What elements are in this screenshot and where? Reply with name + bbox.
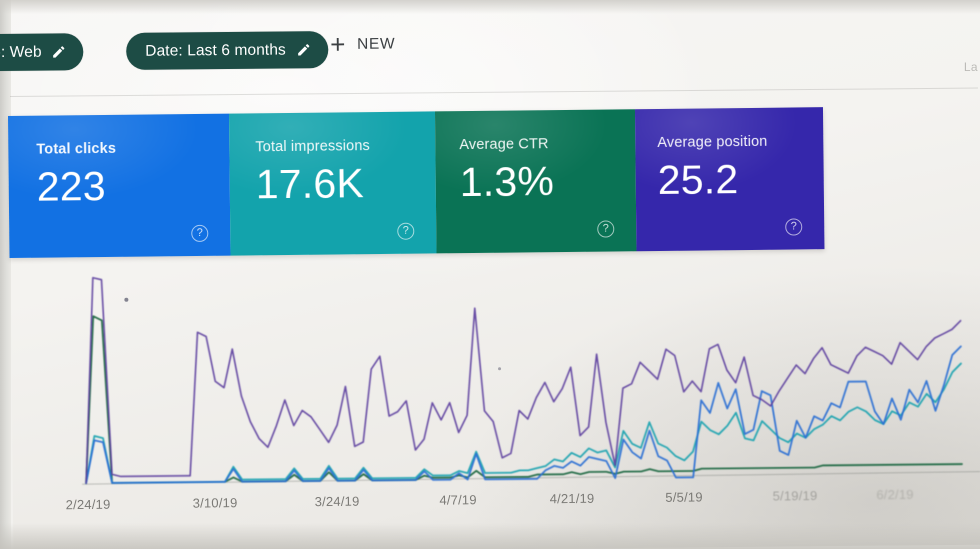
x-axis-tick-label: 5/5/19 <box>665 489 703 505</box>
chart-series-line <box>85 276 962 484</box>
x-axis-tick-label: 3/24/19 <box>314 493 360 510</box>
metric-card-average-ctr[interactable]: Average CTR 1.3% ? <box>434 109 637 254</box>
x-axis-tick-label: 3/10/19 <box>192 495 238 511</box>
help-circle-icon[interactable]: ? <box>397 222 415 240</box>
metric-value: 25.2 <box>657 156 739 203</box>
x-axis-tick-label: 2/24/19 <box>65 496 111 513</box>
corner-label: La <box>963 60 978 74</box>
left-bezel <box>0 0 11 549</box>
new-filter-button-label: NEW <box>357 35 396 53</box>
metric-cards: Total clicks 223 ? Total impressions 17.… <box>8 107 825 258</box>
filter-chip-search-type[interactable]: type: Web <box>0 33 84 72</box>
chart-series-line <box>85 362 962 485</box>
metric-label: Total clicks <box>36 140 117 158</box>
pencil-icon[interactable] <box>296 42 311 57</box>
chart-baseline <box>82 471 980 485</box>
help-circle-icon[interactable]: ? <box>597 220 615 238</box>
metric-value: 17.6K <box>255 160 365 208</box>
metric-card-average-position[interactable]: Average position 25.2 ? <box>634 107 825 252</box>
filter-chip-date-range[interactable]: Date: Last 6 months <box>126 31 329 70</box>
metric-card-total-impressions[interactable]: Total impressions 17.6K ? <box>228 111 437 256</box>
chart-series-line <box>85 345 962 485</box>
filter-bar: type: Web Date: Last 6 months + NEW <box>0 15 980 80</box>
performance-chart[interactable] <box>0 253 980 502</box>
filter-chip-date-range-label: Date: Last 6 months <box>145 41 286 60</box>
chart-series-line <box>85 315 963 485</box>
filter-chip-search-type-label: type: Web <box>0 43 42 61</box>
x-axis-tick-label: 4/7/19 <box>439 492 477 508</box>
metric-value: 1.3% <box>459 158 555 206</box>
top-shade <box>0 0 980 14</box>
metric-value: 223 <box>36 162 107 210</box>
plus-icon: + <box>330 28 347 60</box>
x-axis-tick-label: 4/21/19 <box>549 490 595 507</box>
help-circle-icon[interactable]: ? <box>191 224 209 243</box>
performance-chart-svg <box>82 276 980 485</box>
bottom-shade <box>0 523 980 549</box>
pencil-icon[interactable] <box>52 44 67 59</box>
x-axis-tick-label: 6/2/19 <box>876 486 914 503</box>
metric-label: Average position <box>657 133 768 151</box>
new-filter-button[interactable]: + NEW <box>330 28 396 60</box>
help-circle-icon[interactable]: ? <box>785 218 803 236</box>
metric-label: Total impressions <box>255 138 371 156</box>
metric-card-total-clicks[interactable]: Total clicks 223 ? <box>8 113 231 258</box>
screen-dust-speck <box>124 297 129 302</box>
metric-label: Average CTR <box>459 136 549 154</box>
x-axis-tick-label: 5/19/19 <box>772 488 818 504</box>
screen-dust-speck <box>498 367 502 371</box>
